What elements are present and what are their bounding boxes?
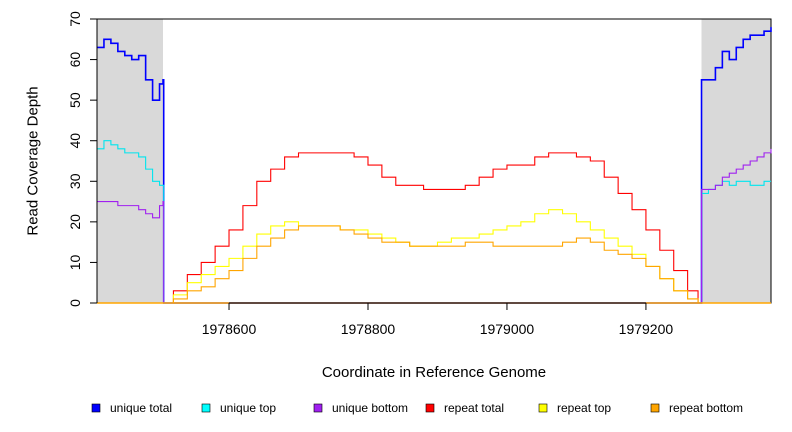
shaded-regions bbox=[97, 19, 771, 303]
y-tick-label: 40 bbox=[67, 133, 83, 149]
legend-label-repeat-top: repeat top bbox=[557, 401, 611, 415]
shaded-region-0 bbox=[97, 19, 164, 303]
plot-frame bbox=[96, 18, 772, 304]
legend: unique total unique top unique bottom repea… bbox=[91, 401, 743, 415]
legend-label-repeat-total: repeat total bbox=[444, 401, 504, 415]
y-tick-label: 50 bbox=[67, 92, 83, 108]
legend-swatch-unique-top bbox=[201, 403, 211, 413]
x-tick-label: 1978800 bbox=[341, 321, 396, 337]
series-line-unique-bottom bbox=[97, 148, 772, 304]
y-axis-title: Read Coverage Depth bbox=[25, 86, 42, 235]
x-tick-label: 1978600 bbox=[202, 321, 257, 337]
legend-label-repeat-bottom: repeat bottom bbox=[669, 401, 743, 415]
series-line-unique-total bbox=[97, 27, 772, 304]
axes: 1978600 1978800 1979000 1979200 0 10 20 30 40 50 6… bbox=[67, 11, 673, 337]
legend-swatch-repeat-top bbox=[538, 403, 548, 413]
x-axis-title: Coordinate in Reference Genome bbox=[322, 364, 546, 381]
legend-label-unique-bottom: unique bottom bbox=[332, 401, 408, 415]
x-tick-label: 1979000 bbox=[480, 321, 535, 337]
legend-swatch-repeat-total bbox=[425, 403, 435, 413]
series-line-repeat-top bbox=[163, 209, 699, 304]
legend-swatch-unique-total bbox=[91, 403, 101, 413]
legend-swatch-unique-bottom bbox=[313, 403, 323, 413]
series-line-repeat-bottom bbox=[163, 225, 699, 304]
y-tick-label: 10 bbox=[67, 254, 83, 270]
legend-swatch-repeat-bottom bbox=[650, 403, 660, 413]
legend-label-unique-total: unique total bbox=[110, 401, 172, 415]
y-tick-label: 60 bbox=[67, 52, 83, 68]
series-lines bbox=[97, 27, 772, 304]
series-line-repeat-total bbox=[163, 152, 699, 304]
x-tick-label: 1979200 bbox=[619, 321, 674, 337]
y-tick-label: 20 bbox=[67, 214, 83, 230]
y-tick-label: 0 bbox=[67, 299, 83, 307]
shaded-region-1 bbox=[701, 19, 771, 303]
y-tick-label: 30 bbox=[67, 173, 83, 189]
y-tick-label: 70 bbox=[67, 11, 83, 27]
legend-label-unique-top: unique top bbox=[220, 401, 276, 415]
